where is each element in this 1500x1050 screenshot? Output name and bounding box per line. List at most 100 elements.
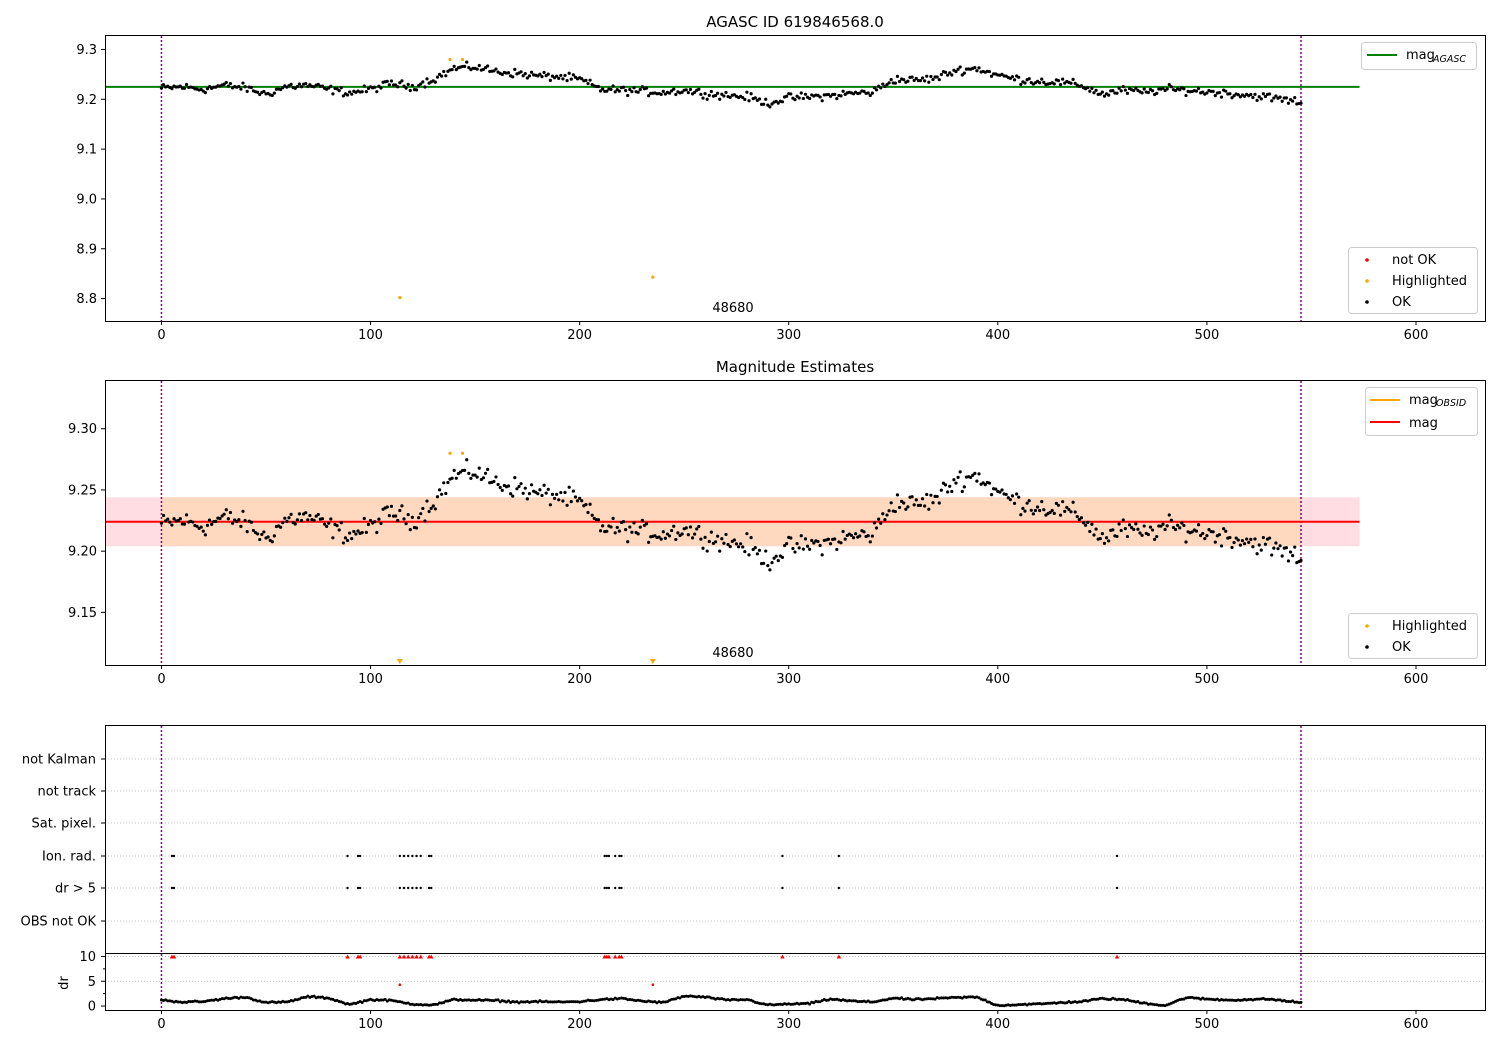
ok-point	[693, 532, 697, 536]
ok-point	[929, 74, 933, 79]
ok-point	[1270, 99, 1274, 103]
ok-point	[713, 93, 718, 98]
panel-magnitude-estimates: Magnitude Estimates 0 100 200 300 400 500 600 9…	[68, 358, 1486, 687]
dr-clipped-marker	[1114, 954, 1120, 959]
ok-point	[429, 506, 433, 510]
ok-point	[881, 512, 885, 516]
ok-point	[839, 541, 843, 545]
ok-point	[377, 517, 381, 521]
dr-clipped-marker	[606, 954, 612, 959]
dr-point	[210, 998, 214, 1002]
ok-point	[352, 529, 356, 534]
ok-point	[833, 92, 837, 96]
ok-point	[626, 93, 630, 98]
dr-point	[1017, 1003, 1021, 1007]
ok-point	[511, 75, 515, 79]
ok-point	[444, 491, 448, 496]
ok-point	[475, 475, 479, 479]
ok-point	[427, 509, 431, 514]
dr-point	[611, 998, 615, 1002]
dr-point	[433, 1002, 437, 1006]
ok-point	[1079, 516, 1084, 520]
ok-point	[228, 510, 233, 515]
ok-point	[182, 86, 187, 90]
ok-point	[379, 521, 383, 526]
x-tick-label: 400	[985, 1017, 1010, 1032]
flag-point	[618, 886, 621, 890]
ok-point	[178, 84, 182, 88]
ok-point	[297, 512, 302, 516]
ok-point	[1201, 90, 1205, 94]
panel3-frame	[105, 725, 1486, 1011]
ok-point	[795, 541, 799, 546]
ok-point	[757, 548, 762, 552]
legend-subscript: OBSID	[1436, 398, 1466, 409]
dr-point	[981, 998, 985, 1002]
dr-axis-label: dr	[57, 976, 72, 990]
ok-point	[897, 505, 902, 510]
ok-point	[440, 74, 444, 78]
ok-point	[983, 483, 987, 487]
ok-point	[797, 546, 801, 550]
ok-point	[1056, 503, 1061, 507]
ok-point	[421, 80, 425, 84]
ok-point	[421, 506, 425, 511]
dr-clipped-marker	[401, 954, 407, 959]
ok-point	[1211, 89, 1215, 94]
ok-point	[795, 94, 799, 98]
ok-point	[316, 512, 320, 517]
ok-point	[977, 66, 981, 70]
ok-point	[841, 529, 845, 534]
ok-point	[596, 518, 601, 522]
ok-point	[1029, 508, 1033, 512]
ok-point	[994, 487, 998, 491]
ok-point	[762, 102, 766, 106]
ok-point	[672, 524, 676, 528]
dr-point	[312, 994, 316, 998]
ok-point	[270, 93, 274, 98]
ok-point	[513, 67, 517, 71]
ok-point	[757, 97, 762, 101]
ok-point	[879, 86, 883, 90]
ok-point	[937, 501, 941, 505]
ok-point	[670, 89, 674, 93]
dr-point	[573, 1000, 577, 1004]
ok-point	[1027, 499, 1031, 503]
ok-point	[885, 513, 889, 517]
ok-point	[446, 480, 450, 485]
dr-point	[396, 1000, 400, 1004]
ok-point	[1063, 509, 1067, 514]
flag-point	[170, 886, 174, 890]
ok-point	[734, 542, 739, 546]
ok-point	[950, 489, 954, 494]
ok-point	[872, 86, 877, 90]
dr-point	[868, 1000, 872, 1004]
ok-point	[1092, 91, 1096, 95]
ok-point	[1184, 93, 1188, 98]
ok-point	[170, 87, 174, 91]
ok-point	[910, 75, 914, 79]
ok-point	[400, 504, 404, 508]
ok-point	[320, 84, 325, 88]
ok-point	[356, 529, 360, 533]
ok-point	[598, 89, 603, 93]
flag-point	[419, 854, 422, 858]
ok-point	[546, 487, 550, 491]
ok-point	[1291, 553, 1295, 558]
ok-point	[442, 69, 446, 74]
ok-point	[571, 489, 575, 493]
ok-point	[561, 77, 565, 81]
ok-point	[931, 77, 935, 82]
dr-point	[967, 995, 971, 999]
ok-point	[425, 499, 429, 503]
ok-point	[868, 540, 872, 544]
ok-point	[479, 477, 483, 482]
ok-point	[492, 69, 496, 73]
ok-point	[1094, 88, 1098, 92]
ok-point	[713, 540, 718, 544]
ok-point	[688, 87, 693, 92]
ok-point	[325, 524, 329, 529]
ok-point	[394, 514, 398, 518]
dr-clipped-marker	[345, 954, 350, 959]
ok-point	[893, 509, 897, 514]
